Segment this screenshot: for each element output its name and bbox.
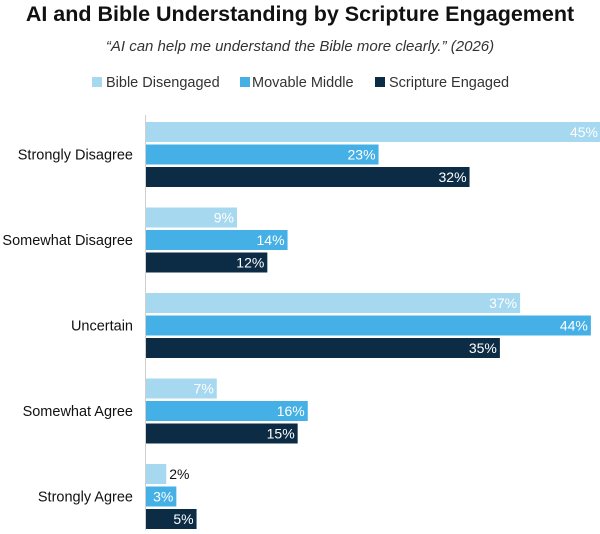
chart-title: AI and Bible Understanding by Scripture … bbox=[25, 2, 575, 26]
data-label-scripture-engaged-uncertain: 35% bbox=[469, 340, 497, 356]
legend-label-scripture-engaged: Scripture Engaged bbox=[389, 75, 509, 91]
data-label-scripture-engaged-strongly-agree: 5% bbox=[173, 511, 193, 527]
data-label-bible-disengaged-uncertain: 37% bbox=[489, 295, 517, 311]
data-label-movable-middle-strongly-agree: 3% bbox=[153, 489, 173, 505]
category-label-strongly-agree: Strongly Agree bbox=[38, 490, 133, 506]
data-label-movable-middle-somewhat-disagree: 14% bbox=[257, 232, 285, 248]
data-label-bible-disengaged-strongly-disagree: 45% bbox=[570, 124, 598, 140]
category-label-uncertain: Uncertain bbox=[71, 319, 133, 335]
chart-subtitle: “AI can help me understand the Bible mor… bbox=[105, 38, 495, 55]
legend-swatch-movable-middle bbox=[240, 77, 250, 87]
data-label-scripture-engaged-somewhat-disagree: 12% bbox=[236, 255, 264, 271]
data-label-bible-disengaged-strongly-agree: 2% bbox=[169, 466, 189, 482]
category-label-somewhat-agree: Somewhat Agree bbox=[23, 404, 133, 420]
data-label-scripture-engaged-strongly-disagree: 32% bbox=[439, 169, 467, 185]
category-label-strongly-disagree: Strongly Disagree bbox=[18, 148, 133, 164]
bar-bible-disengaged-somewhat-disagree bbox=[146, 207, 237, 228]
data-label-scripture-engaged-somewhat-agree: 15% bbox=[267, 426, 295, 442]
bar-scripture-engaged-strongly-agree bbox=[146, 509, 197, 529]
bar-bible-disengaged-uncertain bbox=[146, 293, 521, 313]
bar-scripture-engaged-uncertain bbox=[146, 338, 500, 358]
data-label-bible-disengaged-somewhat-agree: 7% bbox=[194, 381, 214, 397]
bar-scripture-engaged-somewhat-disagree bbox=[146, 252, 268, 273]
legend-label-bible-disengaged: Bible Disengaged bbox=[106, 75, 220, 91]
bar-movable-middle-somewhat-disagree bbox=[146, 230, 288, 250]
bar-movable-middle-strongly-agree bbox=[146, 486, 177, 507]
bar-bible-disengaged-strongly-disagree bbox=[146, 122, 600, 142]
bar-bible-disengaged-strongly-agree bbox=[146, 464, 167, 484]
data-label-movable-middle-somewhat-agree: 16% bbox=[277, 403, 305, 419]
data-label-bible-disengaged-somewhat-disagree: 9% bbox=[214, 210, 234, 226]
data-label-movable-middle-uncertain: 44% bbox=[560, 318, 588, 334]
bar-bible-disengaged-somewhat-agree bbox=[146, 378, 217, 399]
bar-scripture-engaged-strongly-disagree bbox=[146, 167, 470, 187]
legend-swatch-scripture-engaged bbox=[375, 77, 385, 87]
bar-movable-middle-uncertain bbox=[146, 315, 591, 336]
category-label-somewhat-disagree: Somewhat Disagree bbox=[2, 233, 133, 249]
bar-scripture-engaged-somewhat-agree bbox=[146, 423, 298, 444]
legend-swatch-bible-disengaged bbox=[92, 77, 102, 87]
bar-movable-middle-somewhat-agree bbox=[146, 401, 308, 421]
data-label-movable-middle-strongly-disagree: 23% bbox=[348, 147, 376, 163]
legend-label-movable-middle: Movable Middle bbox=[252, 75, 354, 91]
bar-movable-middle-strongly-disagree bbox=[146, 144, 379, 165]
